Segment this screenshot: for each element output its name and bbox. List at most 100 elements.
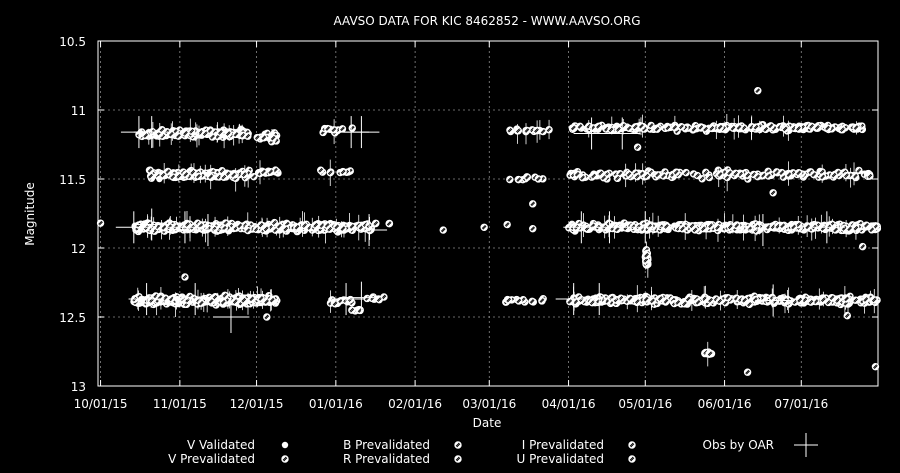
data-point (324, 124, 332, 133)
data-point (317, 166, 325, 174)
marker-circle (333, 223, 341, 231)
marker-circle (614, 125, 623, 134)
marker-circle (690, 125, 698, 133)
marker-circle (506, 175, 514, 184)
data-point (300, 221, 309, 230)
data-point (240, 170, 249, 179)
x-tick-label: 10/01/15 (74, 397, 128, 411)
data-point (830, 171, 838, 179)
data-point (625, 170, 633, 178)
data-point (169, 173, 177, 181)
chart-title: AAVSO DATA FOR KIC 8462852 - WWW.AAVSO.O… (333, 14, 640, 28)
marker-circle (324, 124, 332, 133)
marker-circle (207, 173, 215, 181)
y-tick-label: 12 (71, 242, 86, 256)
y-tick-label: 10.5 (59, 35, 86, 49)
marker-circle (744, 171, 752, 179)
data-point (671, 123, 679, 132)
grid (98, 40, 878, 387)
data-point (677, 123, 686, 131)
marker-circle (716, 123, 724, 131)
data-point (753, 172, 762, 181)
data-point (807, 122, 816, 130)
data-point (637, 122, 646, 130)
data-point (569, 124, 578, 132)
marker-circle (506, 126, 514, 134)
data-point (220, 173, 228, 181)
data-point (539, 127, 547, 136)
data-point (735, 123, 743, 132)
marker-circle (534, 175, 543, 183)
marker-circle (236, 222, 244, 230)
marker-circle (523, 126, 531, 135)
marker-hatch (176, 134, 181, 139)
marker-circle (385, 219, 393, 228)
x-axis-label: Date (473, 416, 502, 430)
y-tick-label: 13 (71, 380, 86, 394)
data-point (201, 129, 209, 138)
data-point (781, 125, 789, 133)
data-point (282, 225, 290, 233)
data-point (515, 175, 523, 184)
marker-circle (169, 173, 177, 181)
data-point (810, 170, 818, 179)
marker-circle (698, 175, 706, 183)
marker-circle (830, 171, 838, 179)
data-point (194, 172, 203, 181)
marker-circle (807, 122, 816, 130)
data-point (578, 174, 587, 182)
marker-hatch (212, 129, 217, 134)
data-point (725, 169, 734, 177)
marker-circle (672, 168, 680, 176)
data-point (767, 122, 775, 130)
data-point (181, 129, 190, 138)
x-tick-label: 07/01/16 (774, 397, 828, 411)
data-point (188, 127, 196, 135)
data-point (506, 175, 514, 184)
marker-circle (317, 166, 325, 174)
marker-circle (259, 168, 268, 176)
marker-circle (637, 122, 646, 130)
data-point (506, 126, 514, 134)
data-point (385, 219, 393, 228)
data-point (244, 226, 252, 235)
marker-circle (229, 171, 238, 179)
y-axis-label: Magnitude (23, 182, 37, 246)
data-point (752, 123, 760, 131)
x-tick-label: 12/01/15 (230, 397, 284, 411)
data-point (842, 171, 851, 180)
marker-circle (523, 173, 532, 181)
data-point (654, 171, 662, 179)
data-point (690, 125, 698, 133)
marker-circle (633, 143, 642, 151)
marker-circle (664, 124, 672, 132)
data-point (614, 125, 623, 134)
data-point (175, 172, 183, 180)
data-point (633, 143, 642, 151)
data-point (232, 130, 240, 139)
marker-circle (326, 225, 334, 233)
marker-circle (348, 222, 356, 231)
marker-circle (810, 170, 818, 179)
data-point (532, 126, 541, 135)
marker-circle (643, 172, 651, 180)
marker-circle (625, 170, 633, 178)
data-point (866, 172, 874, 180)
marker-circle (764, 172, 773, 180)
data-point (708, 124, 716, 133)
data-point (372, 219, 380, 227)
x-tick-label: 03/01/16 (462, 397, 516, 411)
marker-circle (701, 125, 710, 133)
data-point (818, 173, 827, 181)
marker-circle (515, 175, 523, 184)
marker-circle (220, 173, 228, 181)
marker-circle (269, 134, 277, 142)
data-point (754, 86, 762, 95)
data-point (224, 129, 233, 138)
marker-circle (732, 169, 740, 178)
marker-circle (194, 172, 203, 181)
x-tick-label: 05/01/16 (618, 397, 672, 411)
data-point (339, 168, 347, 176)
marker-hatch (226, 132, 231, 136)
marker-circle (339, 168, 347, 176)
